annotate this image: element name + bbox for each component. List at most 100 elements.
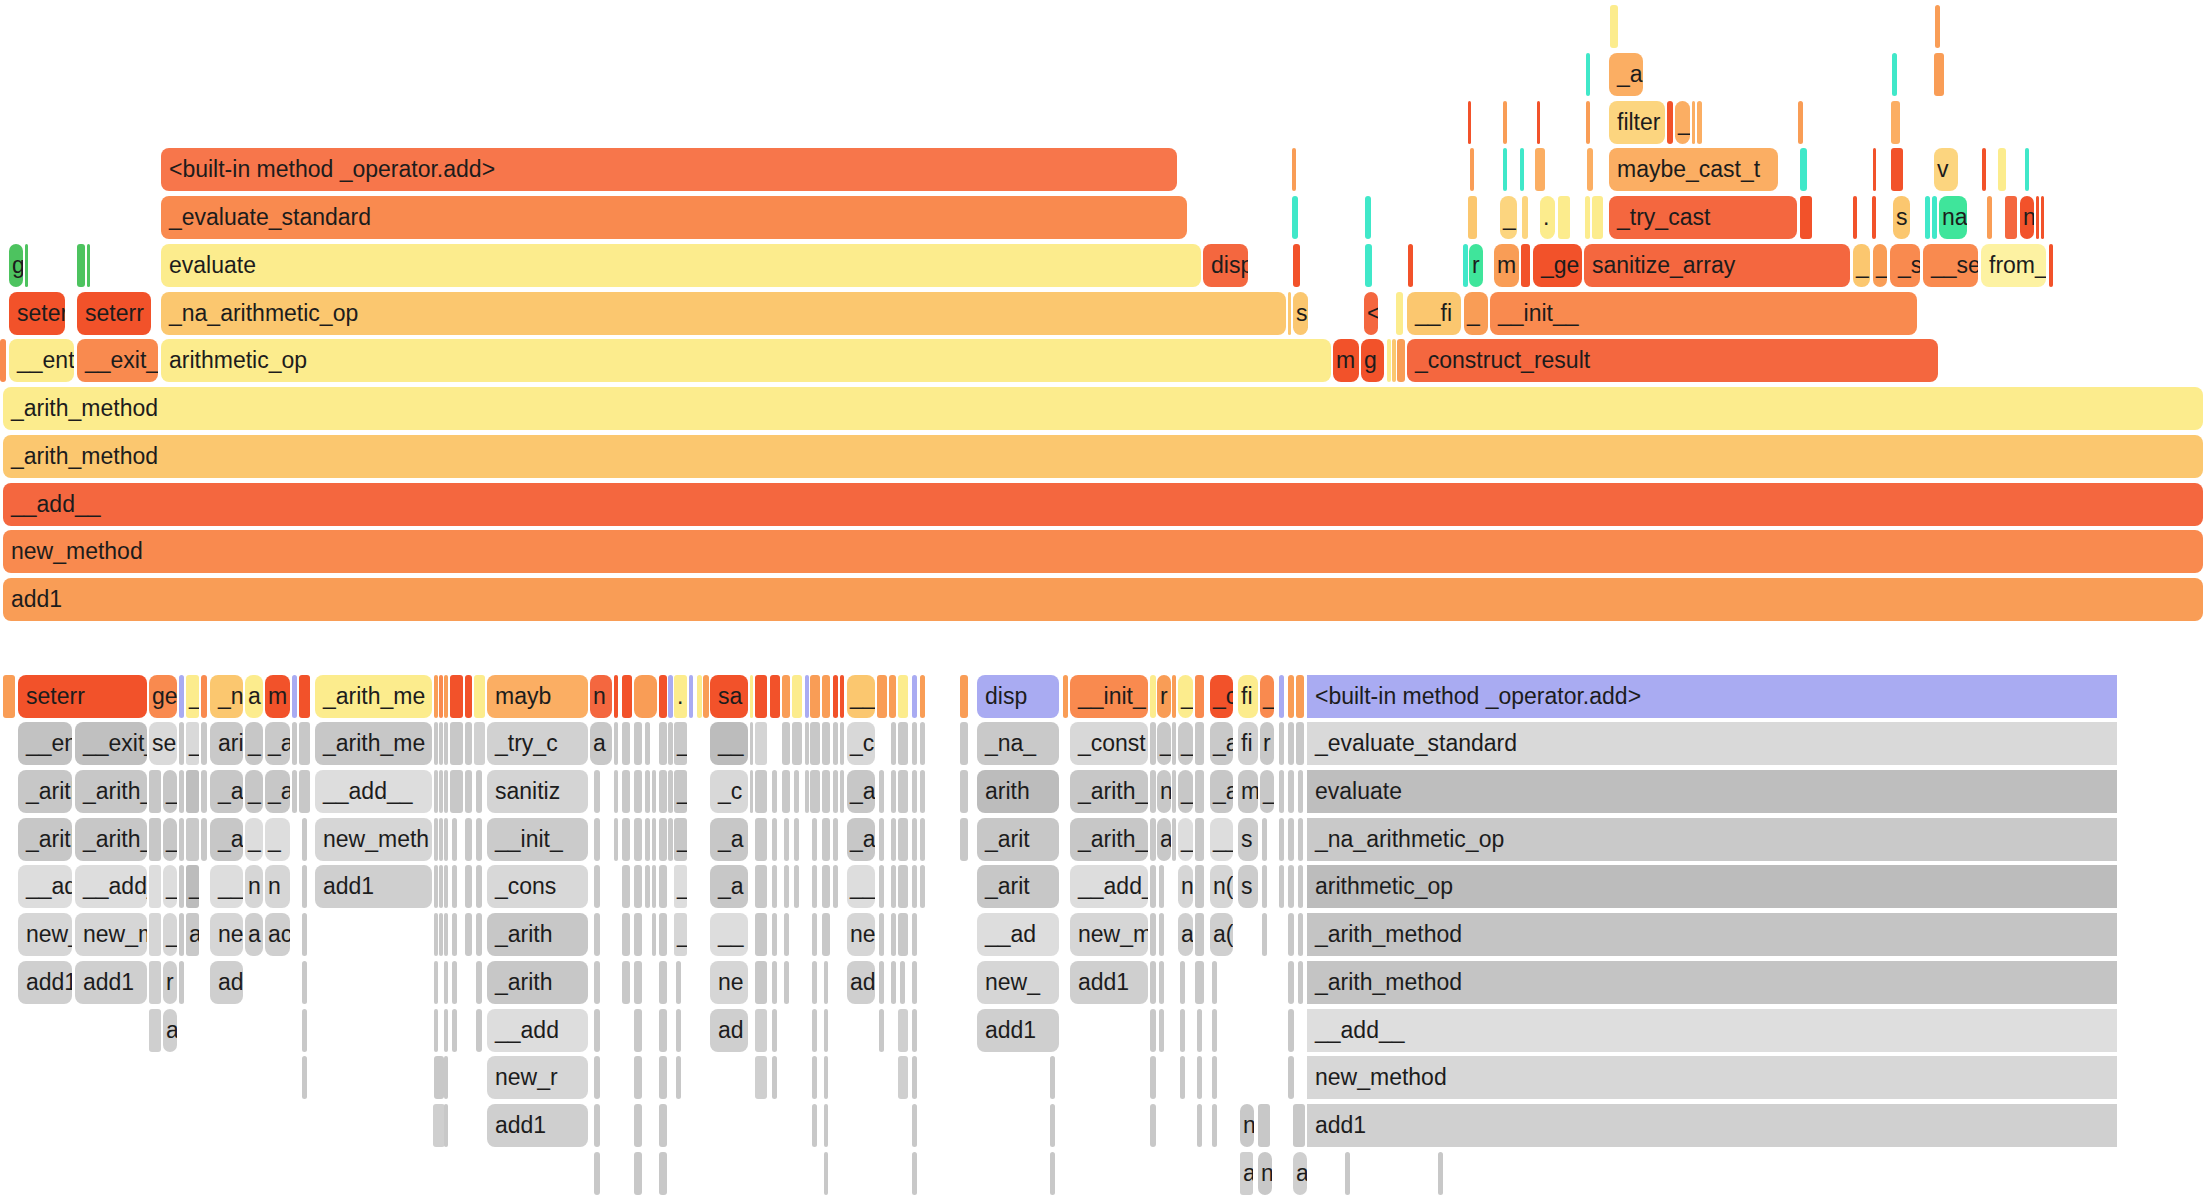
frame-_arit[interactable]: _arit xyxy=(977,818,1059,861)
frame-sliver[interactable] xyxy=(812,1009,817,1052)
frame-_[interactable] xyxy=(792,722,802,765)
frame-sliver[interactable] xyxy=(302,1009,307,1052)
frame-nc[interactable]: nc xyxy=(1178,865,1193,908)
frame-sliver[interactable] xyxy=(1150,770,1156,813)
frame-sliver[interactable] xyxy=(434,770,438,813)
frame-sliver[interactable] xyxy=(652,913,656,956)
frame-sliver[interactable] xyxy=(833,865,838,908)
frame-__ad[interactable]: __ad xyxy=(977,913,1059,956)
frame-r[interactable]: r xyxy=(1157,675,1171,718)
frame-ad[interactable]: ad xyxy=(210,961,243,1004)
frame-sliver[interactable] xyxy=(1159,865,1164,908)
frame-_[interactable]: _ xyxy=(186,865,199,908)
frame-sliver[interactable] xyxy=(1298,770,1303,813)
frame-n[interactable]: n xyxy=(590,675,612,718)
frame-__[interactable]: __ xyxy=(1210,818,1233,861)
frame-sliver[interactable] xyxy=(833,722,838,765)
frame-sliver[interactable] xyxy=(434,913,438,956)
frame-sliver[interactable] xyxy=(668,675,673,718)
frame-sliver[interactable] xyxy=(302,818,307,861)
frame-s[interactable] xyxy=(755,722,767,765)
frame-sliver[interactable] xyxy=(465,865,472,908)
frame-_arith_method[interactable]: _arith_method xyxy=(1307,961,2117,1004)
frame-sliver[interactable] xyxy=(1150,818,1156,861)
frame-__a[interactable]: __a xyxy=(847,865,875,908)
frame-sliver[interactable] xyxy=(476,1009,482,1052)
frame-a[interactable] xyxy=(299,770,310,813)
frame-f[interactable] xyxy=(898,675,908,718)
frame-sliver[interactable] xyxy=(822,865,830,908)
frame-sliver[interactable] xyxy=(1288,1056,1294,1099)
frame-sliver[interactable] xyxy=(465,722,472,765)
frame-sliver[interactable] xyxy=(659,961,667,1004)
frame-sliver[interactable] xyxy=(891,818,896,861)
frame-sliver[interactable] xyxy=(594,961,600,1004)
frame-sliver[interactable] xyxy=(179,913,184,956)
frame-sliver[interactable] xyxy=(1172,770,1176,813)
frame-_arith_[interactable]: _arith_ xyxy=(1070,770,1148,813)
frame-_[interactable] xyxy=(755,818,767,861)
frame-a[interactable]: a xyxy=(186,913,199,956)
frame-_[interactable]: _ xyxy=(1260,675,1274,718)
frame-_const[interactable]: _const xyxy=(1070,722,1148,765)
frame-sliver[interactable] xyxy=(1288,865,1294,908)
frame-__add[interactable]: __add xyxy=(18,865,72,908)
frame-_[interactable] xyxy=(755,961,767,1004)
frame-sliver[interactable] xyxy=(659,675,667,718)
frame-_[interactable]: _ xyxy=(1178,818,1193,861)
frame-__[interactable]: __ xyxy=(710,913,748,956)
frame-sliver[interactable] xyxy=(812,865,817,908)
frame-__add__[interactable]: __add__ xyxy=(315,770,432,813)
frame-sliver[interactable] xyxy=(622,722,630,765)
frame-a[interactable]: a xyxy=(163,1009,177,1052)
frame-mayb[interactable]: mayb xyxy=(487,675,588,718)
frame-sliver[interactable] xyxy=(1050,1056,1055,1099)
frame-m[interactable]: m xyxy=(265,675,290,718)
frame-sliver[interactable] xyxy=(879,865,884,908)
frame-sliver[interactable] xyxy=(689,675,693,718)
frame-_[interactable]: _ xyxy=(1178,722,1193,765)
frame-seterr[interactable]: seterr xyxy=(18,675,147,718)
frame-sliver[interactable] xyxy=(833,770,838,813)
frame-_[interactable] xyxy=(898,770,908,813)
frame-__add_[interactable]: __add_ xyxy=(75,865,147,908)
frame-sliver[interactable] xyxy=(444,865,448,908)
frame-sliver[interactable] xyxy=(912,722,917,765)
frame-sliver[interactable] xyxy=(824,1104,828,1147)
frame-sliver[interactable] xyxy=(676,1009,681,1052)
frame-a[interactable] xyxy=(3,675,15,718)
frame-a[interactable]: a xyxy=(1293,1152,1307,1195)
frame-sliver[interactable] xyxy=(1288,818,1294,861)
frame-a[interactable] xyxy=(810,770,820,813)
frame-sliver[interactable] xyxy=(465,818,472,861)
frame-sliver[interactable] xyxy=(452,1009,457,1052)
frame-sliver[interactable] xyxy=(1288,961,1294,1004)
frame-sliver[interactable] xyxy=(1262,913,1267,956)
frame-sliver[interactable] xyxy=(822,818,830,861)
frame-sliver[interactable] xyxy=(750,675,753,718)
frame-nev[interactable]: nev xyxy=(847,913,875,956)
frame-new_method[interactable]: new_method xyxy=(1307,1056,2117,1099)
frame-a[interactable] xyxy=(755,1056,767,1099)
frame-sliver[interactable] xyxy=(1288,770,1294,813)
frame-sliver[interactable] xyxy=(1288,913,1294,956)
frame-sliver[interactable] xyxy=(1212,1104,1217,1147)
frame-sliver[interactable] xyxy=(439,818,443,861)
frame-sliver[interactable] xyxy=(634,961,642,1004)
frame-_cc[interactable]: _cc xyxy=(847,722,875,765)
frame-_ar[interactable]: _ar xyxy=(847,770,875,813)
frame-ge[interactable]: ge xyxy=(149,675,177,718)
frame-sliver[interactable] xyxy=(594,770,600,813)
frame-_[interactable]: _ xyxy=(245,770,263,813)
frame-_[interactable]: _ xyxy=(163,913,177,956)
frame-fi[interactable]: fi xyxy=(1238,675,1258,718)
frame-sliver[interactable] xyxy=(622,913,630,956)
frame-sliver[interactable] xyxy=(434,722,438,765)
frame-sliver[interactable] xyxy=(476,818,482,861)
frame-a[interactable]: a xyxy=(590,722,612,765)
frame-sliver[interactable] xyxy=(750,770,753,813)
frame-_a[interactable]: _a xyxy=(265,722,290,765)
frame-sliver[interactable] xyxy=(960,770,968,813)
frame-sliver[interactable] xyxy=(302,1056,307,1099)
frame-_[interactable] xyxy=(755,675,767,718)
